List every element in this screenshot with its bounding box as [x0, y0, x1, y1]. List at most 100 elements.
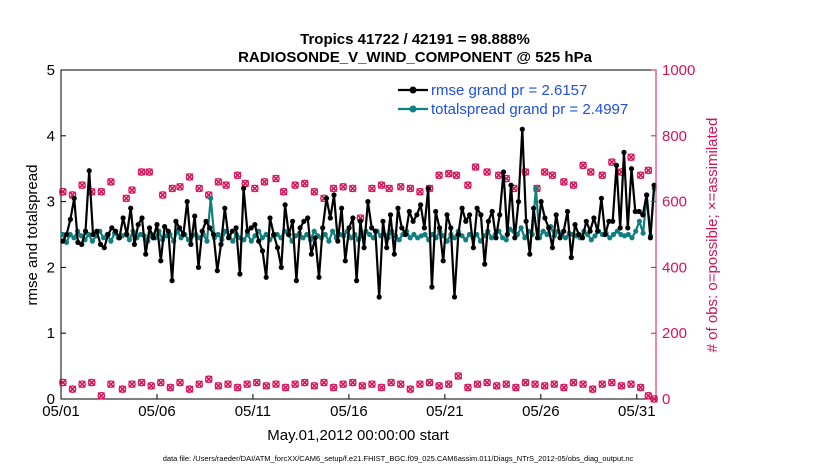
- rmse-point: [587, 228, 593, 234]
- rmse-point: [327, 215, 333, 221]
- obs-possible-marker: [329, 383, 338, 392]
- legend-rmse-label: rmse grand pr = 2.6157: [431, 82, 587, 99]
- obs-assimilated-stroke: [176, 378, 184, 387]
- obs-assimilated-stroke: [87, 378, 96, 387]
- obs-possible-marker: [452, 171, 461, 180]
- rmse-point: [154, 222, 160, 228]
- obs-assimilated-marker: [396, 183, 405, 191]
- rmse-point: [180, 231, 186, 238]
- rmse-point: [248, 225, 254, 231]
- obs-possible-marker: [435, 381, 443, 390]
- rmse-point: [82, 228, 89, 234]
- rmse-point: [94, 228, 100, 234]
- obs-assimilated-stroke: [195, 380, 203, 388]
- rmse-point: [572, 222, 578, 228]
- obs-possible-marker: [521, 378, 530, 387]
- rmse-point: [538, 199, 544, 205]
- obs-assimilated-stroke: [78, 380, 86, 388]
- obs-possible-marker: [387, 378, 395, 387]
- rmse-point: [339, 205, 345, 211]
- totalspread-point: [422, 231, 428, 238]
- obs-assimilated-stroke: [59, 378, 67, 387]
- obs-assimilated-stroke: [579, 380, 587, 388]
- totalspread-point: [311, 228, 317, 234]
- rmse-point: [169, 278, 175, 284]
- obs-possible-marker: [97, 391, 106, 400]
- obs-assimilated-marker: [97, 391, 106, 400]
- obs-assimilated-stroke: [444, 169, 453, 178]
- chart-title-line1: Tropics 41722 / 42191 = 98.888%: [300, 31, 530, 48]
- obs-assimilated-marker: [598, 380, 607, 388]
- obs-possible-marker: [385, 184, 394, 193]
- obs-assimilated-marker: [78, 380, 86, 388]
- rmse-point: [101, 245, 107, 251]
- rmse-point: [595, 228, 601, 234]
- obs-assimilated-stroke: [608, 378, 616, 387]
- obs-assimilated-marker: [377, 181, 386, 189]
- obs-assimilated-stroke: [272, 174, 280, 183]
- obs-assimilated-marker: [233, 383, 242, 392]
- rmse-point: [237, 271, 243, 277]
- obs-assimilated-marker: [473, 380, 482, 388]
- obs-possible-marker: [416, 380, 424, 389]
- obs-assimilated-stroke: [310, 382, 319, 390]
- rmse-point: [244, 228, 250, 234]
- obs-assimilated-stroke: [579, 161, 587, 170]
- totalspread-point: [610, 231, 617, 238]
- obs-possible-marker: [272, 380, 280, 389]
- rmse-point: [188, 241, 194, 247]
- rmse-point: [580, 235, 586, 241]
- obs-possible-marker: [598, 171, 607, 180]
- obs-possible-marker: [617, 381, 626, 390]
- obs-assimilated-stroke: [68, 191, 77, 199]
- rmse-point: [177, 225, 183, 231]
- obs-assimilated-stroke: [494, 171, 503, 180]
- obs-possible-marker: [222, 181, 230, 189]
- totalspread-point: [452, 235, 458, 241]
- x-tick-label: 05/26: [522, 403, 560, 420]
- obs-possible-marker: [68, 385, 77, 393]
- totalspread-point: [67, 231, 73, 238]
- obs-assimilated-marker: [59, 187, 67, 196]
- rmse-point: [512, 235, 518, 241]
- rmse-point: [395, 205, 401, 211]
- obs-possible-marker: [214, 178, 223, 186]
- obs-assimilated-marker: [435, 382, 443, 390]
- obs-assimilated-marker: [128, 186, 136, 194]
- obs-assimilated-marker: [185, 385, 194, 393]
- obs-assimilated-stroke: [241, 179, 250, 188]
- totalspread-point: [60, 231, 66, 238]
- obs-assimilated-stroke: [452, 171, 461, 180]
- y-left-tick-label: 5: [47, 62, 55, 79]
- obs-possible-marker: [339, 380, 347, 389]
- rmse-point: [610, 218, 616, 224]
- totalspread-point: [86, 231, 92, 238]
- totalspread-point: [89, 238, 95, 244]
- obs-possible-marker: [176, 378, 184, 387]
- rmse-point: [222, 205, 228, 211]
- y-right-tick-label: 1000: [662, 62, 695, 79]
- rmse-point: [131, 241, 137, 247]
- rmse-point: [519, 126, 525, 132]
- totalspread-point: [396, 237, 402, 243]
- obs-assimilated-stroke: [540, 382, 549, 390]
- obs-assimilated-marker: [243, 380, 251, 388]
- rmse-point: [564, 208, 571, 215]
- y-left-tick-label: 0: [47, 391, 55, 408]
- x-tick-label: 05/31: [618, 403, 656, 420]
- obs-possible-marker: [310, 381, 319, 390]
- obs-assimilated-marker: [222, 181, 230, 189]
- rmse-point: [531, 205, 537, 211]
- obs-possible-marker: [598, 380, 607, 389]
- obs-possible-marker: [512, 383, 520, 392]
- x-tick-label: 05/01: [42, 403, 80, 420]
- obs-assimilated-marker: [358, 382, 367, 390]
- rmse-point: [557, 235, 563, 241]
- obs-assimilated-stroke: [214, 382, 223, 390]
- totalspread-point: [562, 235, 569, 241]
- rmse-point: [448, 225, 454, 231]
- totalspread-point: [348, 235, 354, 241]
- totalspread-point: [108, 238, 114, 244]
- series-layer: [60, 126, 657, 300]
- rmse-point: [546, 225, 552, 231]
